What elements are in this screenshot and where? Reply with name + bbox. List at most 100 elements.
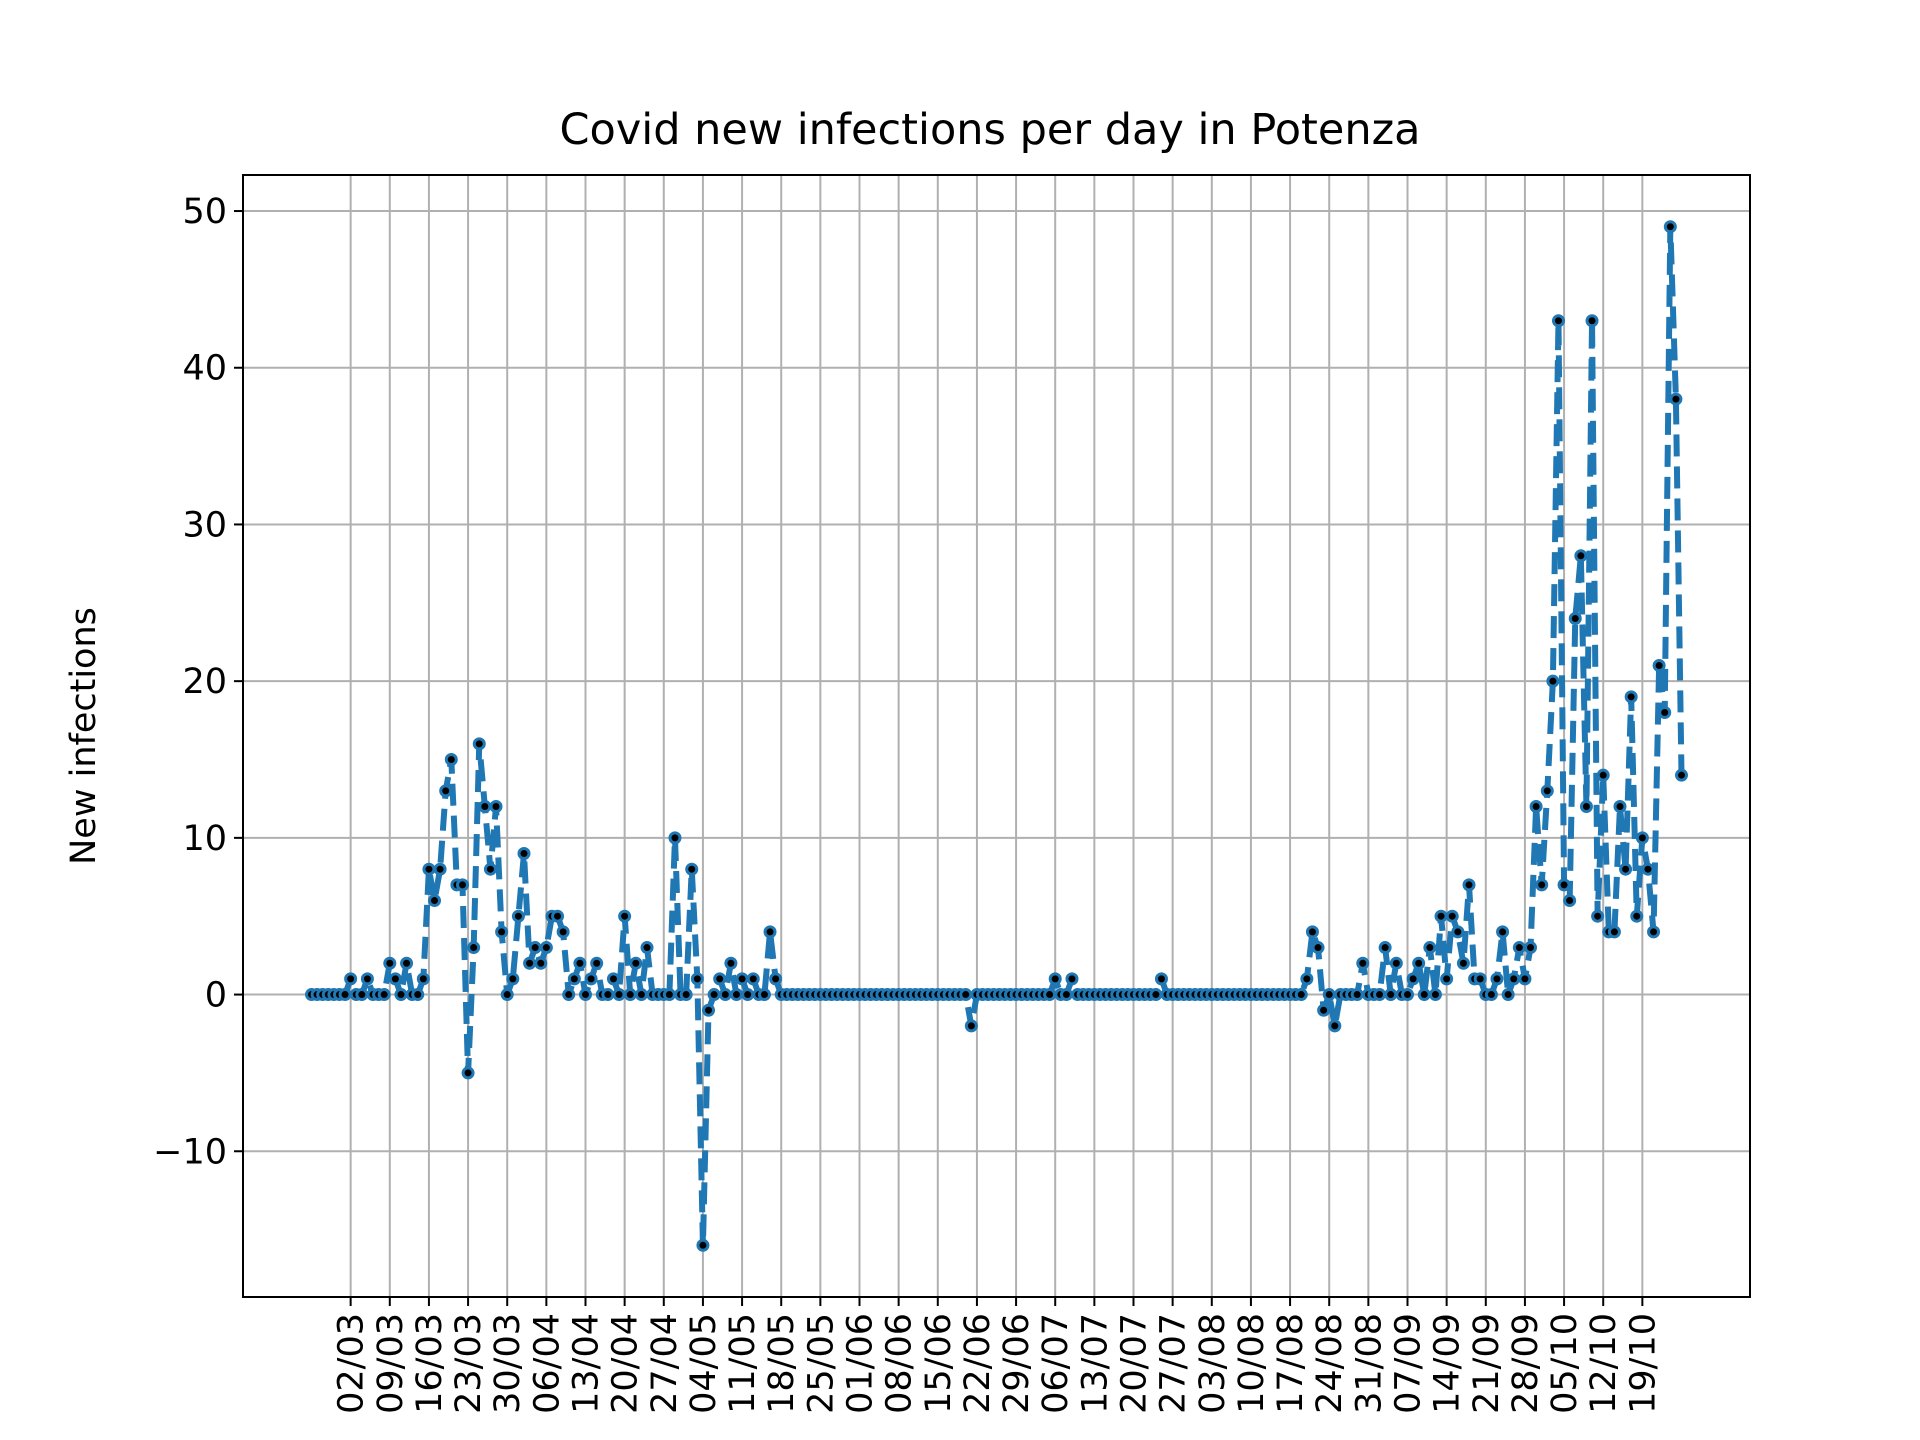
x-tick-label: 31/08	[1349, 1313, 1389, 1414]
data-point	[422, 862, 436, 876]
data-point	[1149, 988, 1163, 1002]
data-point	[1647, 925, 1661, 939]
x-tick-label: 28/09	[1506, 1313, 1546, 1414]
data-point	[1451, 925, 1465, 939]
data-point	[523, 956, 537, 970]
data-point	[1484, 988, 1498, 1002]
y-tick-label: 20	[182, 662, 227, 702]
data-point	[634, 988, 648, 1002]
data-point	[1529, 800, 1543, 814]
chart-title: Covid new infections per day in Potenza	[559, 105, 1420, 155]
data-point	[1501, 988, 1515, 1002]
data-point	[618, 909, 632, 923]
data-point	[1613, 800, 1627, 814]
data-point	[355, 988, 369, 1002]
data-point	[1551, 314, 1565, 328]
x-tick-label: 10/08	[1232, 1313, 1272, 1414]
data-point	[1524, 941, 1538, 955]
data-point	[506, 972, 520, 986]
x-tick-label: 22/06	[958, 1313, 998, 1414]
data-point	[489, 800, 503, 814]
data-point	[495, 925, 509, 939]
y-tick-label: −10	[153, 1132, 227, 1172]
data-point	[741, 988, 755, 1002]
data-point	[338, 988, 352, 1002]
data-point	[455, 878, 469, 892]
y-tick-label: 10	[182, 819, 227, 859]
x-tick-label: 17/08	[1271, 1313, 1311, 1414]
x-tick-label: 27/07	[1154, 1313, 1194, 1414]
data-point	[757, 988, 771, 1002]
data-point	[590, 956, 604, 970]
x-tick-label: 06/04	[527, 1313, 567, 1414]
data-point	[344, 972, 358, 986]
data-point	[539, 941, 553, 955]
data-point	[1546, 674, 1560, 688]
x-tick-label: 07/09	[1389, 1313, 1429, 1414]
x-tick-label: 05/10	[1545, 1313, 1585, 1414]
data-point	[511, 909, 525, 923]
data-point	[685, 862, 699, 876]
x-tick-label: 23/03	[449, 1313, 489, 1414]
data-point	[1641, 862, 1655, 876]
data-point	[534, 956, 548, 970]
data-point	[1428, 988, 1442, 1002]
x-tick-label: 06/07	[1036, 1313, 1076, 1414]
data-point	[478, 800, 492, 814]
data-point	[729, 988, 743, 1002]
x-tick-label: 15/06	[919, 1313, 959, 1414]
data-point	[1473, 972, 1487, 986]
data-point	[746, 972, 760, 986]
x-tick-label: 19/10	[1623, 1313, 1663, 1414]
x-tick-label: 25/05	[801, 1313, 841, 1414]
data-point	[1350, 988, 1364, 1002]
y-axis-label: New infections	[64, 607, 104, 865]
data-point	[1440, 972, 1454, 986]
data-point	[377, 988, 391, 1002]
data-point	[690, 972, 704, 986]
data-point	[1417, 988, 1431, 1002]
data-point	[1048, 972, 1062, 986]
data-point	[517, 847, 531, 861]
data-point	[1154, 972, 1168, 986]
data-point	[702, 1003, 716, 1017]
data-point	[1507, 972, 1521, 986]
y-tick-label: 50	[182, 192, 227, 232]
data-point	[696, 1238, 710, 1252]
data-point	[1663, 220, 1677, 234]
data-point	[601, 988, 615, 1002]
data-point	[1423, 941, 1437, 955]
data-point	[439, 784, 453, 798]
data-point	[428, 894, 442, 908]
x-tick-label: 20/04	[606, 1313, 646, 1414]
data-point	[707, 988, 721, 1002]
data-point	[562, 988, 576, 1002]
data-point	[556, 925, 570, 939]
x-tick-label: 04/05	[684, 1313, 724, 1414]
data-point	[1322, 988, 1336, 1002]
data-point	[735, 972, 749, 986]
data-point	[1624, 690, 1638, 704]
data-point	[724, 956, 738, 970]
data-point	[679, 988, 693, 1002]
x-tick-label: 01/06	[841, 1313, 881, 1414]
data-point	[551, 909, 565, 923]
data-point	[1043, 988, 1057, 1002]
data-point	[1445, 909, 1459, 923]
x-tick-label: 13/07	[1075, 1313, 1115, 1414]
data-point	[662, 988, 676, 1002]
data-point	[1568, 611, 1582, 625]
data-point	[411, 988, 425, 1002]
x-tick-label: 12/10	[1584, 1313, 1624, 1414]
data-point	[1317, 1003, 1331, 1017]
data-point	[360, 972, 374, 986]
data-point	[1540, 784, 1554, 798]
data-point	[1434, 909, 1448, 923]
data-point	[1490, 972, 1504, 986]
data-point	[584, 972, 598, 986]
data-point	[1585, 314, 1599, 328]
x-tick-label: 11/05	[723, 1313, 763, 1414]
data-point	[433, 862, 447, 876]
x-tick-label: 08/06	[880, 1313, 920, 1414]
